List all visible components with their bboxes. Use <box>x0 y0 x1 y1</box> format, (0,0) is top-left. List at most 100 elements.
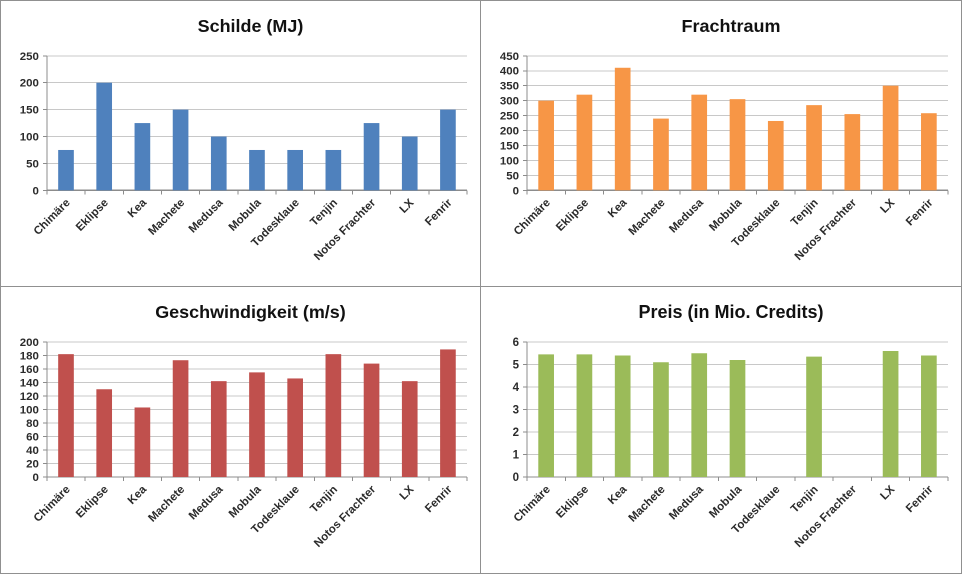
x-category-label: Fenrir <box>423 197 455 229</box>
x-category-label: LX <box>398 197 417 216</box>
bar-todesklaue[interactable] <box>767 120 784 191</box>
x-category-label: Fenrir <box>904 483 936 515</box>
x-category-label: Eklipse <box>74 197 111 234</box>
y-tick-label: 100 <box>20 404 39 416</box>
x-category-label: Eklipse <box>74 484 111 521</box>
bar-tenjin[interactable] <box>325 149 342 191</box>
y-tick-label: 200 <box>500 126 519 138</box>
bar-machete[interactable] <box>653 118 669 191</box>
y-tick-label: 3 <box>513 405 519 417</box>
bar-tenjin[interactable] <box>806 356 822 477</box>
x-category-label: Eklipse <box>554 484 591 521</box>
x-category-label: Machete <box>146 484 187 525</box>
bar-medusa[interactable] <box>210 381 227 477</box>
bar-notos-frachter[interactable] <box>363 363 380 477</box>
y-tick-label: 300 <box>500 96 519 108</box>
bar-mobula[interactable] <box>249 372 265 477</box>
x-category-label: Kea <box>606 483 630 507</box>
x-category-label: Tenjin <box>789 197 821 229</box>
bar-notos-frachter[interactable] <box>844 114 861 191</box>
bar-kea[interactable] <box>614 67 631 191</box>
y-tick-label: 250 <box>500 111 519 123</box>
chart-panel-preis[interactable]: Preis (in Mio. Credits) 0 1 2 3 4 5 6 Chimäre Ek… <box>481 287 961 573</box>
bar-chimäre[interactable] <box>538 100 554 191</box>
y-tick-label: 140 <box>20 377 39 389</box>
bar-medusa[interactable] <box>691 94 708 191</box>
bar-chart-frachtraum: Frachtraum 0 50 100 150 200 250 300 350 400 450 Ch… <box>500 16 949 263</box>
bar-mobula[interactable] <box>729 99 746 191</box>
y-tick-label: 0 <box>33 185 39 197</box>
bar-medusa[interactable] <box>691 353 708 477</box>
bar-chimäre[interactable] <box>58 354 74 477</box>
bar-kea[interactable] <box>134 407 151 477</box>
x-category-label: Machete <box>627 197 668 238</box>
bar-eklipse[interactable] <box>576 94 593 191</box>
bar-mobula[interactable] <box>729 360 746 477</box>
bar-fenrir[interactable] <box>921 113 937 191</box>
bar-notos-frachter[interactable] <box>363 123 380 191</box>
chart-title-schilde: Schilde (MJ) <box>198 16 304 36</box>
x-category-label: Chimäre <box>32 484 73 525</box>
x-category-label: Kea <box>126 483 150 507</box>
bar-machete[interactable] <box>172 109 189 191</box>
bar-chart-schilde: Schilde (MJ) 0 50 100 150 200 250 Chimäre Eklip… <box>20 16 468 263</box>
chart-panel-schilde[interactable]: Schilde (MJ) 0 50 100 150 200 250 Chimäre Eklip… <box>1 1 481 287</box>
chart-title-frachtraum: Frachtraum <box>682 16 781 36</box>
bar-chimäre[interactable] <box>538 354 554 477</box>
bar-lx[interactable] <box>882 351 899 477</box>
x-category-label: Mobula <box>227 196 264 233</box>
x-category-label: Medusa <box>667 197 706 236</box>
bar-tenjin[interactable] <box>806 105 822 191</box>
bar-tenjin[interactable] <box>325 354 342 477</box>
chart-title-geschwindigkeit: Geschwindigkeit (m/s) <box>155 302 346 322</box>
bar-eklipse[interactable] <box>96 389 113 477</box>
bar-todesklaue[interactable] <box>287 378 303 477</box>
y-tick-label: 100 <box>20 132 39 144</box>
bar-chimäre[interactable] <box>58 149 74 191</box>
bar-machete[interactable] <box>653 362 669 477</box>
y-tick-label: 5 <box>513 360 520 372</box>
x-category-label: Eklipse <box>554 197 591 234</box>
x-category-label: Mobula <box>707 197 744 234</box>
bar-lx[interactable] <box>882 85 899 191</box>
y-tick-label: 6 <box>513 337 519 349</box>
x-category-label: Machete <box>146 197 187 238</box>
bar-eklipse[interactable] <box>96 82 113 191</box>
bar-todesklaue[interactable] <box>287 149 303 191</box>
bar-lx[interactable] <box>401 381 418 477</box>
bar-fenrir[interactable] <box>440 349 456 477</box>
x-category-label: Kea <box>126 196 150 220</box>
y-tick-label: 120 <box>20 391 39 403</box>
x-category-label: Chimäre <box>512 484 553 525</box>
bar-fenrir[interactable] <box>921 355 937 478</box>
x-category-label: Kea <box>606 197 630 221</box>
y-tick-label: 1 <box>513 450 520 462</box>
y-tick-label: 0 <box>513 185 519 197</box>
y-tick-label: 0 <box>33 472 39 484</box>
y-tick-label: 180 <box>20 350 39 362</box>
bar-kea[interactable] <box>134 123 151 191</box>
y-tick-label: 450 <box>500 51 519 63</box>
bar-machete[interactable] <box>172 360 189 477</box>
bar-lx[interactable] <box>401 136 418 191</box>
x-category-label: Mobula <box>707 483 744 520</box>
x-category-label: Medusa <box>667 483 706 522</box>
chart-panel-geschwindigkeit[interactable]: Geschwindigkeit (m/s) 0 20 40 60 80 100 120 140… <box>1 287 481 573</box>
bar-eklipse[interactable] <box>576 354 593 477</box>
x-category-label: Chimäre <box>32 197 73 238</box>
y-tick-label: 2 <box>513 427 519 439</box>
bar-medusa[interactable] <box>210 136 227 191</box>
bar-fenrir[interactable] <box>440 109 456 191</box>
x-category-label: Chimäre <box>512 197 553 238</box>
chart-panel-frachtraum[interactable]: Frachtraum 0 50 100 150 200 250 300 350 400 450 Ch… <box>481 1 961 287</box>
bar-kea[interactable] <box>614 355 631 478</box>
y-tick-label: 80 <box>26 418 39 430</box>
y-tick-label: 250 <box>20 51 39 63</box>
y-tick-label: 40 <box>26 445 39 457</box>
x-category-label: LX <box>878 483 897 502</box>
bar-mobula[interactable] <box>249 149 265 191</box>
x-category-label: Medusa <box>187 196 226 235</box>
y-tick-label: 100 <box>500 155 519 167</box>
